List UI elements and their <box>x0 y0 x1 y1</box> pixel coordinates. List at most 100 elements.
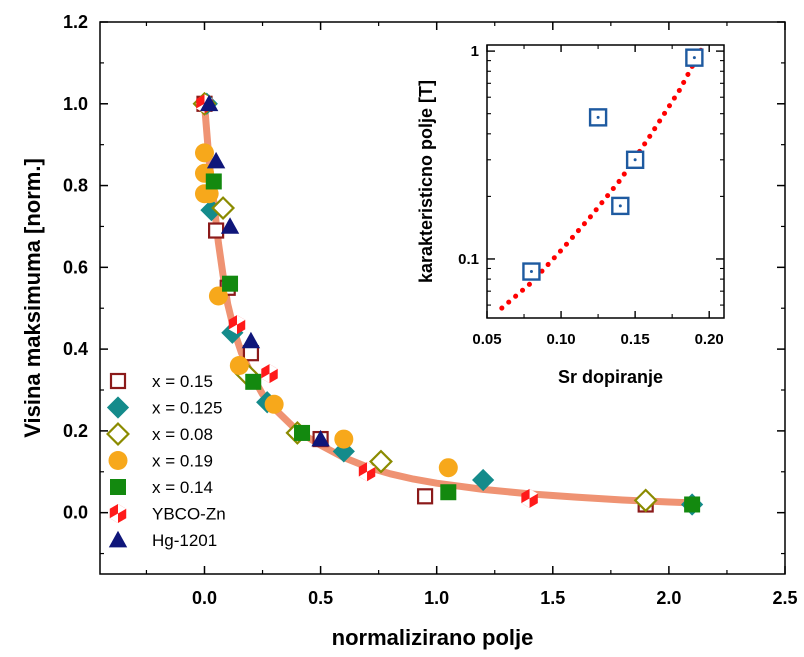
x-tick-label: 0.0 <box>192 588 217 608</box>
data-point-series-3 <box>229 355 249 375</box>
marker-shape <box>194 143 214 163</box>
marker-highlight <box>228 324 237 335</box>
inset-x-tick-label: 0.10 <box>546 331 575 348</box>
data-point-series-3 <box>264 394 284 414</box>
data-point-series-6 <box>206 151 226 169</box>
data-point-series-3 <box>194 143 214 163</box>
inset-y-tick-label: 0.1 <box>458 251 479 268</box>
marker-dot <box>596 115 600 119</box>
data-point-series-6 <box>199 94 219 112</box>
marker-shape <box>109 372 127 390</box>
x-tick-label: 1.5 <box>540 588 565 608</box>
marker-shape <box>440 484 457 501</box>
marker-highlight <box>358 471 368 482</box>
plot-frame <box>99 21 786 575</box>
legend-item: x = 0.08 <box>106 422 213 446</box>
marker-highlight <box>367 462 376 472</box>
legend-label: x = 0.15 <box>152 372 213 391</box>
data-point-series-5 <box>228 315 246 335</box>
inset-x-tick-label: 0.05 <box>472 331 501 348</box>
data-point-series-0 <box>242 345 260 362</box>
x-tick-label: 2.0 <box>656 588 681 608</box>
legend-item: YBCO-Zn <box>109 504 226 524</box>
marker-shape <box>369 449 393 474</box>
y-tick-label: 0.0 <box>63 503 88 523</box>
marker-shape <box>264 394 284 414</box>
inset-data-point <box>611 196 630 216</box>
y-tick-label: 0.6 <box>63 257 88 277</box>
data-point-series-0 <box>416 488 434 505</box>
marker-shape <box>206 151 226 169</box>
marker-highlight <box>269 364 278 374</box>
marker-shape <box>110 479 126 495</box>
data-point-series-5 <box>521 488 538 508</box>
data-point-series-6 <box>241 331 261 349</box>
data-point-series-4 <box>440 484 457 501</box>
data-point-series-5 <box>261 364 278 384</box>
marker-shape <box>416 488 434 505</box>
marker-shape <box>334 429 354 449</box>
legend-label: x = 0.19 <box>152 452 213 471</box>
marker-shape <box>242 345 260 362</box>
marker-dot <box>618 204 622 208</box>
y-tick-label: 1.2 <box>63 12 88 32</box>
legend-marker <box>109 504 127 523</box>
x-axis-label: normalizirano polje <box>332 625 534 650</box>
x-tick-label: 2.5 <box>772 588 797 608</box>
marker-highlight <box>237 315 246 325</box>
y-tick-label: 0.2 <box>63 421 88 441</box>
marker-shape <box>684 496 701 513</box>
legend-label: x = 0.125 <box>152 399 222 418</box>
marker-shape <box>106 396 130 419</box>
legend: x = 0.15 x = 0.125 x = 0.08 x = 0.19 x = 0.1… <box>106 372 226 550</box>
data-point-series-2 <box>211 196 236 221</box>
data-point-series-5 <box>358 462 376 482</box>
marker-shape <box>106 422 130 446</box>
data-point-series-4 <box>205 173 222 190</box>
inset-chart: 0.05 0.10 0.15 0.20 0.1 1 Sr dopiranje karakter… <box>416 43 725 387</box>
marker-highlight <box>529 488 538 499</box>
inset-x-axis-label: Sr dopiranje <box>558 367 663 387</box>
marker-shape <box>438 458 458 478</box>
legend-label: YBCO-Zn <box>152 505 226 524</box>
legend-marker <box>110 479 126 495</box>
marker-shape <box>245 373 262 390</box>
legend-item: x = 0.15 <box>109 372 213 391</box>
marker-highlight <box>118 504 127 514</box>
data-point-series-3 <box>334 429 354 449</box>
data-point-series-2 <box>369 449 393 474</box>
data-point-series-4 <box>294 424 311 441</box>
data-point-series-1 <box>472 468 495 492</box>
inset-y-tick-label: 1 <box>471 43 479 60</box>
x-tick-label: 1.0 <box>424 588 449 608</box>
marker-shape <box>222 275 239 292</box>
inset-data-point <box>588 108 608 127</box>
inset-y-axis-label: karakteristicno polje [T] <box>416 80 436 283</box>
legend-item: x = 0.14 <box>110 478 213 497</box>
marker-shape <box>199 94 219 112</box>
inset-data-point <box>522 262 541 281</box>
marker-shape <box>241 331 261 349</box>
data-point-series-6 <box>311 429 330 447</box>
legend-marker <box>106 396 130 419</box>
y-tick-label: 0.4 <box>63 339 88 359</box>
y-tick-label: 1.0 <box>63 94 88 114</box>
legend-item: Hg-1201 <box>108 530 217 550</box>
marker-highlight <box>109 513 118 523</box>
legend-label: x = 0.14 <box>152 478 213 497</box>
marker-shape <box>220 217 240 234</box>
inset-data-point <box>625 150 645 169</box>
marker-shape <box>205 173 222 190</box>
legend-label: Hg-1201 <box>152 531 217 550</box>
marker-shape <box>208 222 225 239</box>
data-point-series-4 <box>222 275 239 292</box>
data-point-series-4 <box>684 496 701 513</box>
inset-data-point <box>685 48 704 67</box>
x-tick-label: 0.5 <box>308 588 333 608</box>
marker-shape <box>211 196 236 221</box>
inset-x-tick-label: 0.15 <box>621 331 650 348</box>
marker-dot <box>529 270 533 274</box>
marker-dot <box>692 56 696 60</box>
